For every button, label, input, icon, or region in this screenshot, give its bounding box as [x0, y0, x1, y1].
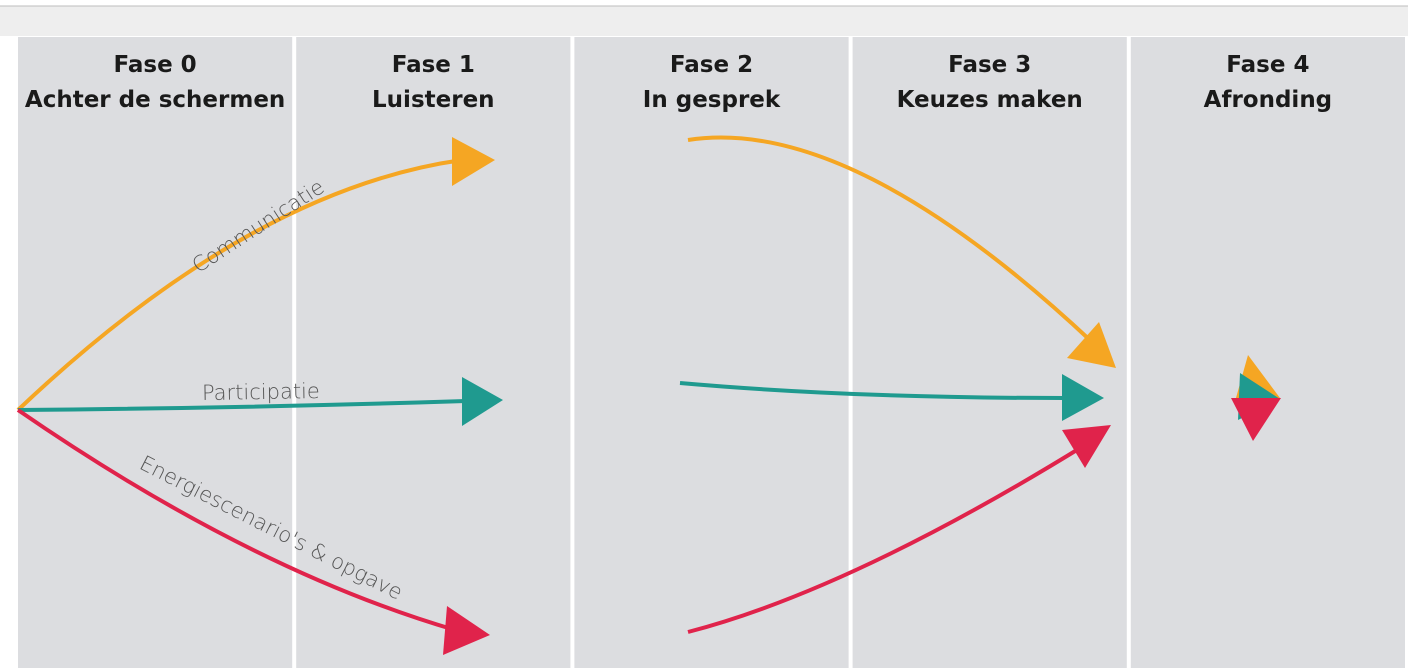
- phase-number: Fase 4: [1226, 52, 1309, 78]
- arrows: [16, 135, 1281, 655]
- phase-column: [574, 37, 849, 668]
- arrow-communicatie-1: [16, 158, 463, 412]
- phase-name: Afronding: [1204, 87, 1333, 113]
- arrow-participatie-1: [17, 399, 467, 412]
- phase-number: Fase 2: [670, 52, 753, 78]
- arrowhead-small: [1231, 398, 1281, 441]
- arrowhead: [1062, 374, 1104, 421]
- arrow-communicatie-2: [687, 135, 1094, 344]
- phase-columns: Fase 0 Achter de schermen Fase 1 Luisteren F…: [18, 37, 1405, 668]
- phase-column: [296, 37, 571, 668]
- phase-number: Fase 3: [948, 52, 1031, 78]
- stream-label: Participatie: [202, 379, 320, 405]
- phase-name: Luisteren: [372, 87, 495, 113]
- phase-column: [1130, 37, 1405, 668]
- arrowhead: [462, 377, 503, 426]
- top-strip: [0, 6, 1408, 36]
- phase-number: Fase 1: [392, 52, 475, 78]
- phase-name: In gesprek: [643, 87, 781, 113]
- arrow-energie-2: [687, 443, 1087, 634]
- arrow-participatie-2: [679, 381, 1065, 400]
- arrowhead: [443, 606, 490, 655]
- phase-number: Fase 0: [114, 52, 197, 78]
- phase-name: Achter de schermen: [25, 87, 285, 113]
- phase-name: Keuzes maken: [897, 87, 1083, 113]
- arrowhead: [1067, 322, 1116, 368]
- arrowhead: [452, 137, 495, 186]
- phase-column: [18, 37, 293, 668]
- arrow-energie-1: [16, 408, 456, 632]
- arrowhead: [1062, 425, 1111, 468]
